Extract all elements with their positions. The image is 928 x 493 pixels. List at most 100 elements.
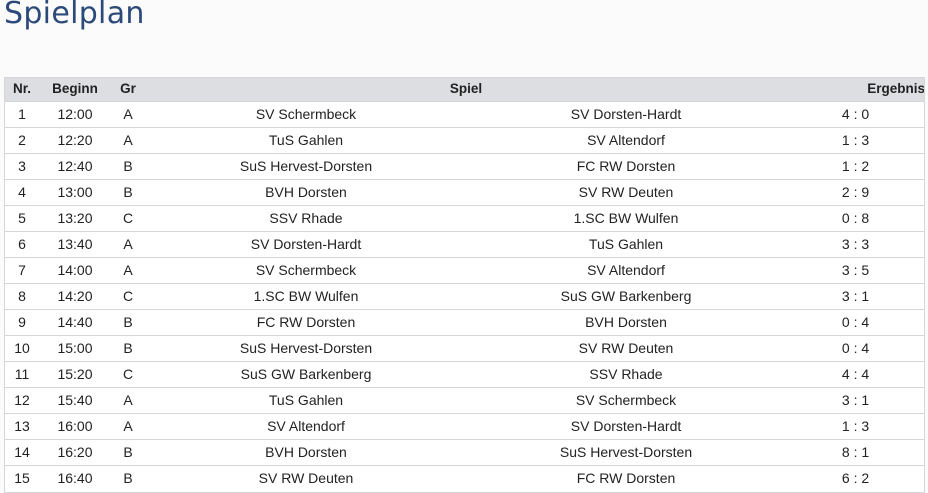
cell-ergebnis: 4 : 0 [786,100,926,127]
cell-nr: 1 [4,100,40,127]
cell-nr: 9 [4,308,40,335]
column-header-nr[interactable]: Nr. [12,81,31,97]
cell-home-team: TuS Gahlen [146,126,466,153]
cell-home-team: BVH Dorsten [146,438,466,465]
cell-gruppe: B [110,334,146,361]
cell-beginn: 16:00 [40,412,110,439]
cell-nr: 4 [4,178,40,205]
cell-home-team: SV Schermbeck [146,100,466,127]
cell-away-team: SSV Rhade [466,360,787,387]
cell-gruppe: B [110,178,146,205]
cell-home-team: TuS Gahlen [146,386,466,413]
cell-home-team: SV Schermbeck [146,256,466,283]
cell-home-team: 1.SC BW Wulfen [146,282,466,309]
table-row: 7 14:00 A SV Schermbeck SV Altendorf 3 : 5 [4,256,926,283]
column-header-spiel[interactable]: Spiel [449,81,483,97]
cell-beginn: 15:20 [40,360,110,387]
cell-away-team: SV RW Deuten [466,334,787,361]
cell-ergebnis: 1 : 3 [786,412,926,439]
cell-ergebnis: 4 : 4 [786,360,926,387]
cell-gruppe: C [110,204,146,231]
cell-nr: 10 [4,334,40,361]
cell-beginn: 13:20 [40,204,110,231]
table-row: 1 12:00 A SV Schermbeck SV Dorsten-Hardt 4 : … [4,100,926,127]
cell-nr: 5 [4,204,40,231]
cell-home-team: SV RW Deuten [146,464,466,491]
cell-ergebnis: 3 : 3 [786,230,926,257]
table-row: 12 15:40 A TuS Gahlen SV Schermbeck 3 : 1 [4,386,926,413]
table-row: 8 14:20 C 1.SC BW Wulfen SuS GW Barkenberg 3 … [4,282,926,309]
cell-ergebnis: 3 : 1 [786,386,926,413]
cell-home-team: SSV Rhade [146,204,466,231]
cell-gruppe: C [110,360,146,387]
cell-home-team: SV Dorsten-Hardt [146,230,466,257]
cell-gruppe: B [110,152,146,179]
cell-beginn: 16:20 [40,438,110,465]
table-row: 6 13:40 A SV Dorsten-Hardt TuS Gahlen 3 : 3 [4,230,926,257]
schedule-table: Nr. Beginn Gr Spiel Ergebnis 1 12:00 A SV S… [4,77,926,491]
cell-away-team: SuS GW Barkenberg [466,282,787,309]
table-row: 15 16:40 B SV RW Deuten FC RW Dorsten 6 : 2 [4,464,926,491]
cell-gruppe: A [110,126,146,153]
page-title: Spielplan [4,0,145,31]
table-row: 5 13:20 C SSV Rhade 1.SC BW Wulfen 0 : 8 [4,204,926,231]
cell-home-team: SuS GW Barkenberg [146,360,466,387]
cell-away-team: SV Altendorf [466,126,787,153]
cell-nr: 3 [4,152,40,179]
cell-beginn: 15:40 [40,386,110,413]
cell-nr: 2 [4,126,40,153]
cell-gruppe: B [110,308,146,335]
cell-nr: 8 [4,282,40,309]
cell-ergebnis: 8 : 1 [786,438,926,465]
table-row: 2 12:20 A TuS Gahlen SV Altendorf 1 : 3 [4,126,926,153]
table-row: 13 16:00 A SV Altendorf SV Dorsten-Hardt 1 : … [4,412,926,439]
cell-beginn: 13:00 [40,178,110,205]
cell-gruppe: C [110,282,146,309]
cell-nr: 12 [4,386,40,413]
table-row: 10 15:00 B SuS Hervest-Dorsten SV RW Deuten 0… [4,334,926,361]
cell-away-team: SV Schermbeck [466,386,787,413]
table-row: 9 14:40 B FC RW Dorsten BVH Dorsten 0 : 4 [4,308,926,335]
cell-away-team: FC RW Dorsten [466,152,787,179]
cell-ergebnis: 1 : 2 [786,152,926,179]
column-header-ergebnis[interactable]: Ergebnis [867,81,926,97]
cell-away-team: SuS Hervest-Dorsten [466,438,787,465]
cell-ergebnis: 6 : 2 [786,464,926,491]
cell-away-team: SV Dorsten-Hardt [466,100,787,127]
cell-ergebnis: 3 : 5 [786,256,926,283]
cell-home-team: FC RW Dorsten [146,308,466,335]
cell-ergebnis: 3 : 1 [786,282,926,309]
column-header-beginn[interactable]: Beginn [52,81,98,97]
cell-nr: 13 [4,412,40,439]
table-header-row: Nr. Beginn Gr Spiel Ergebnis [4,77,926,101]
cell-home-team: SuS Hervest-Dorsten [146,152,466,179]
table-row: 14 16:20 B BVH Dorsten SuS Hervest-Dorsten 8 … [4,438,926,465]
column-header-gr[interactable]: Gr [120,81,136,97]
cell-beginn: 14:40 [40,308,110,335]
table-row: 4 13:00 B BVH Dorsten SV RW Deuten 2 : 9 [4,178,926,205]
cell-nr: 14 [4,438,40,465]
cell-ergebnis: 2 : 9 [786,178,926,205]
cell-away-team: TuS Gahlen [466,230,787,257]
cell-beginn: 12:00 [40,100,110,127]
cell-beginn: 12:20 [40,126,110,153]
cell-away-team: SV RW Deuten [466,178,787,205]
cell-gruppe: B [110,438,146,465]
cell-gruppe: A [110,100,146,127]
cell-beginn: 15:00 [40,334,110,361]
cell-nr: 6 [4,230,40,257]
cell-home-team: SuS Hervest-Dorsten [146,334,466,361]
table-row: 3 12:40 B SuS Hervest-Dorsten FC RW Dorsten 1… [4,152,926,179]
cell-beginn: 13:40 [40,230,110,257]
cell-gruppe: A [110,256,146,283]
cell-home-team: BVH Dorsten [146,178,466,205]
cell-beginn: 14:00 [40,256,110,283]
cell-away-team: BVH Dorsten [466,308,787,335]
cell-beginn: 16:40 [40,464,110,491]
cell-gruppe: A [110,412,146,439]
cell-ergebnis: 1 : 3 [786,126,926,153]
cell-away-team: FC RW Dorsten [466,464,787,491]
cell-ergebnis: 0 : 4 [786,334,926,361]
cell-gruppe: B [110,464,146,491]
cell-gruppe: A [110,230,146,257]
